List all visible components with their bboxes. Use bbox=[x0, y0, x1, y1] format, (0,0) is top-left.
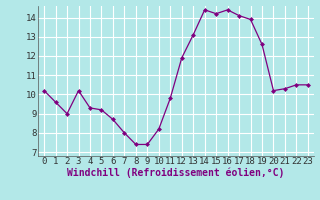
X-axis label: Windchill (Refroidissement éolien,°C): Windchill (Refroidissement éolien,°C) bbox=[67, 168, 285, 178]
